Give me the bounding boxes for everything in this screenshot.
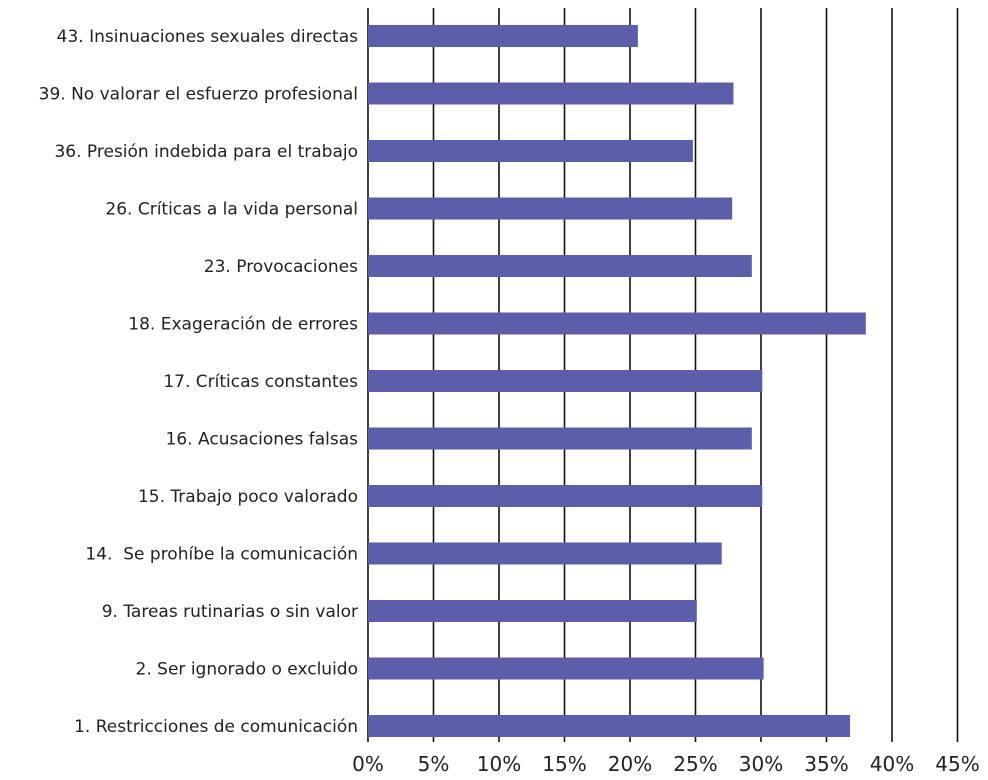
bar xyxy=(368,255,752,277)
bar xyxy=(368,370,763,392)
category-label: 2. Ser ignorado o excluido xyxy=(136,660,358,680)
bar xyxy=(368,312,866,335)
category-label: 17. Críticas constantes xyxy=(163,372,358,392)
bar xyxy=(368,140,693,162)
bar xyxy=(368,542,722,565)
bar xyxy=(368,82,734,105)
x-tick-label: 30% xyxy=(739,752,783,776)
x-tick-label: 40% xyxy=(870,752,914,776)
bars xyxy=(368,25,866,737)
category-label: 36. Presión indebida para el trabajo xyxy=(54,142,358,162)
category-label: 16. Acusaciones falsas xyxy=(166,430,359,450)
x-tick-label: 45% xyxy=(935,752,979,776)
bar xyxy=(368,25,638,47)
category-label: 39. No valorar el esfuerzo profesional xyxy=(39,85,358,105)
category-label: 15. Trabajo poco valorado xyxy=(138,487,358,507)
category-label: 23. Provocaciones xyxy=(204,257,358,277)
bar xyxy=(368,427,752,450)
category-label: 1. Restricciones de comunicación xyxy=(74,717,358,737)
bar xyxy=(368,197,733,220)
category-label: 43. Insinuaciones sexuales directas xyxy=(57,27,358,47)
x-tick-label: 5% xyxy=(418,752,450,776)
category-label: 18. Exageración de errores xyxy=(128,315,358,335)
bar xyxy=(368,600,697,622)
x-tick-labels: 0% 5% 10% 15% 20% 25% 30% 35% 40% 45% xyxy=(352,752,980,776)
bar xyxy=(368,657,764,680)
category-label: 26. Críticas a la vida personal xyxy=(105,200,358,220)
x-tick-label: 25% xyxy=(673,752,717,776)
category-label: 9. Tareas rutinarias o sin valor xyxy=(102,602,358,622)
x-tick-label: 0% xyxy=(352,752,384,776)
x-tick-label: 10% xyxy=(477,752,521,776)
bar xyxy=(368,715,851,737)
category-label: 14. Se prohíbe la comunicación xyxy=(85,545,358,565)
x-tick-label: 15% xyxy=(542,752,586,776)
x-tick-label: 35% xyxy=(804,752,848,776)
category-labels: 43. Insinuaciones sexuales directas 39. N… xyxy=(39,27,359,737)
x-tick-label: 20% xyxy=(608,752,652,776)
bar xyxy=(368,485,763,507)
